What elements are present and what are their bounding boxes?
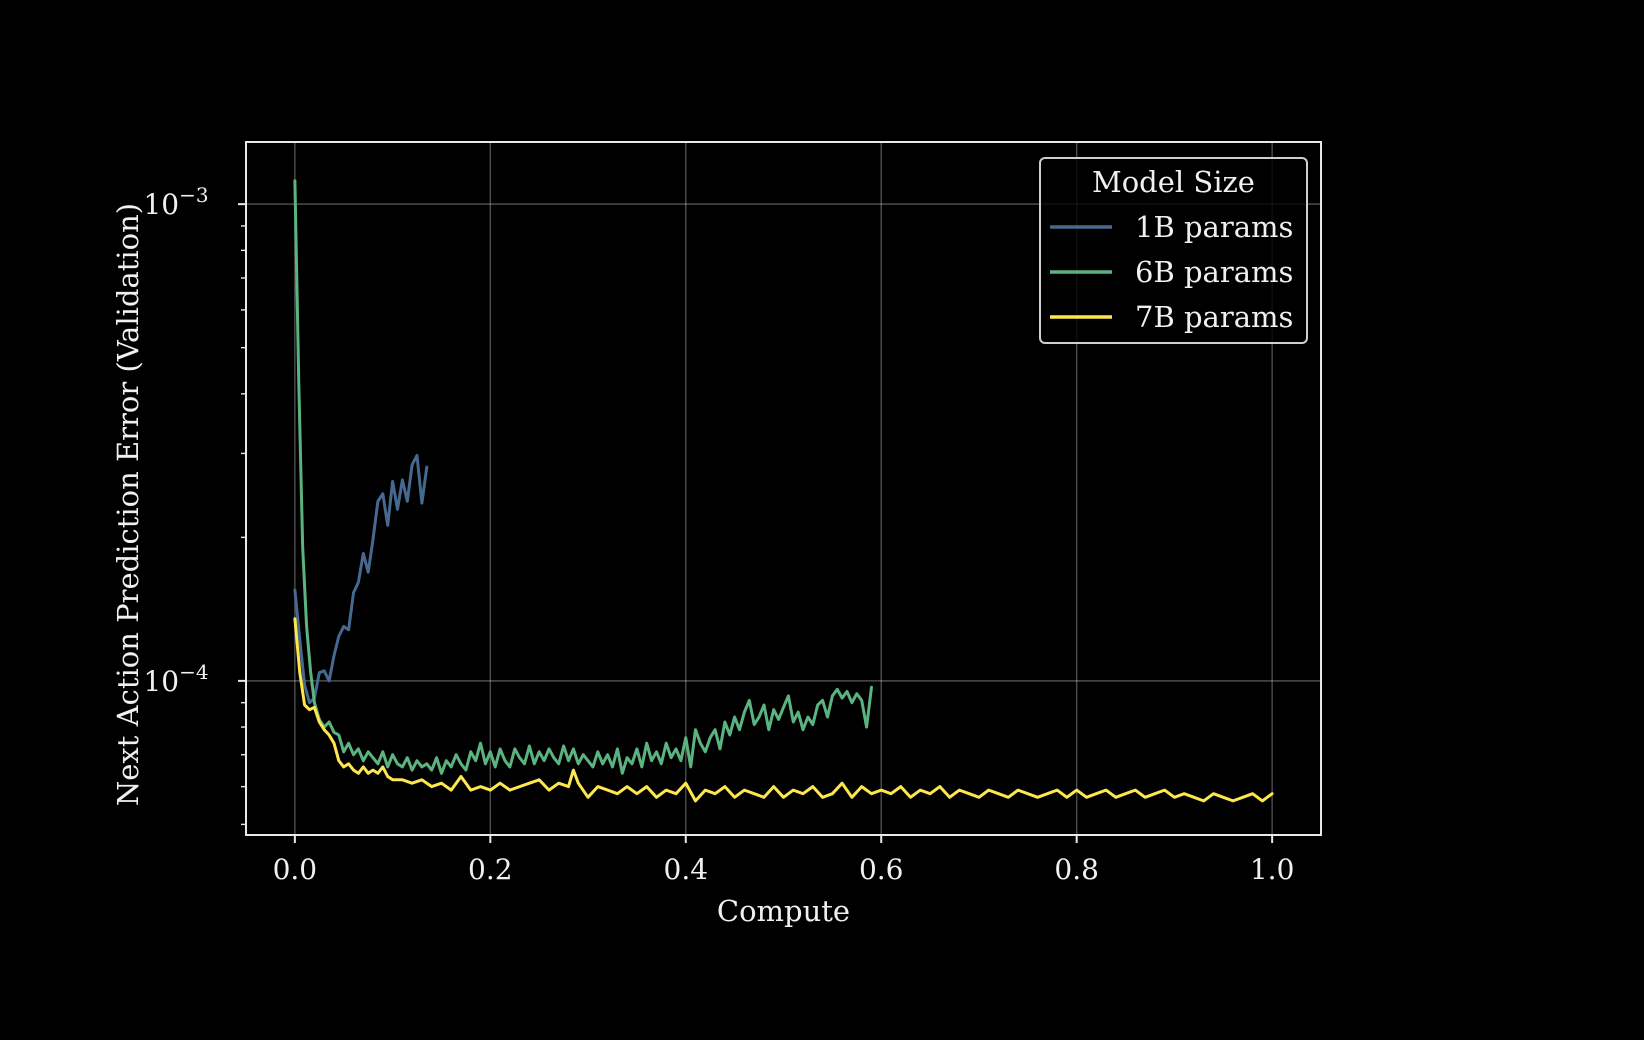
series-lines	[293, 179, 1274, 803]
x-tick-label: 0.8	[1054, 853, 1099, 886]
tick-labels: 0.0 0.2 0.4 0.6 0.8 1.0 10−4 10−3	[143, 183, 1294, 886]
y-tick-label: 10−3	[143, 183, 208, 221]
plot-frame	[245, 141, 1322, 836]
legend-entry-label: 7B params	[1135, 300, 1293, 334]
legend: Model Size 1B params 6B params 7B params	[1039, 157, 1308, 344]
x-tick-label: 0.4	[664, 853, 709, 886]
x-tick-label: 1.0	[1250, 853, 1295, 886]
series-line	[293, 179, 873, 775]
x-tick-label: 0.2	[468, 853, 513, 886]
legend-title: Model Size	[1092, 165, 1255, 199]
series-line	[293, 617, 1274, 803]
y-tick-label: 10−4	[143, 660, 208, 698]
axis-ticks	[238, 203, 1274, 843]
x-tick-label: 0.6	[859, 853, 904, 886]
series-line	[293, 454, 429, 705]
x-tick-label: 0.0	[273, 853, 318, 886]
legend-box	[1039, 157, 1308, 344]
legend-entry-label: 6B params	[1135, 255, 1293, 289]
y-axis-label: Next Action Prediction Error (Validation…	[111, 203, 145, 806]
x-axis-label: Compute	[717, 894, 850, 928]
legend-entry-label: 1B params	[1135, 210, 1293, 244]
legend-entries: 1B params 6B params 7B params	[1050, 210, 1293, 334]
